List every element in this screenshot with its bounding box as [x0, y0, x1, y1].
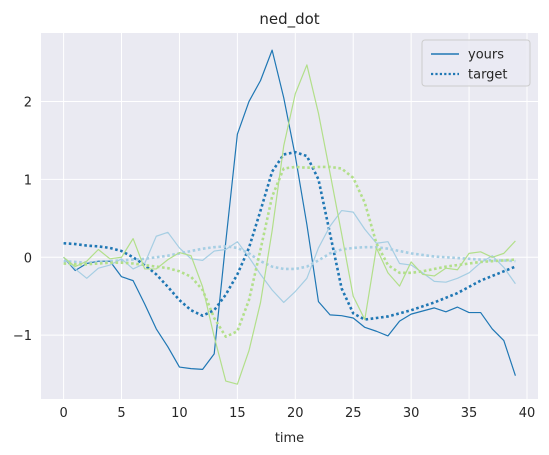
tick-labels: 0 5 10 15 20 25 30 35 40 −1 0 1 2: [13, 96, 535, 421]
x-axis-label: time: [275, 431, 304, 446]
x-tick-label: 15: [229, 406, 246, 421]
x-tick-label: 40: [519, 406, 536, 421]
grid: [41, 33, 538, 399]
series-line-2: [63, 150, 516, 321]
series-layer: [63, 49, 516, 385]
legend-label: target: [468, 68, 508, 83]
x-tick-label: 20: [287, 406, 304, 421]
chart-title: ned_dot: [259, 10, 319, 29]
y-tick-label: 0: [24, 251, 32, 266]
x-tick-label: 35: [461, 406, 478, 421]
y-tick-label: −1: [13, 329, 32, 344]
x-tick-label: 10: [171, 406, 188, 421]
legend: yours target: [421, 39, 531, 87]
series-line-1: [63, 49, 516, 376]
series-line-5: [63, 64, 516, 385]
plot-background: [41, 33, 538, 399]
x-tick-label: 25: [345, 406, 362, 421]
y-tick-label: 1: [24, 173, 32, 188]
series-line-3: [63, 209, 516, 304]
x-tick-label: 5: [117, 406, 125, 421]
legend-label: yours: [468, 48, 504, 63]
x-tick-label: 30: [403, 406, 420, 421]
series-line-6: [63, 165, 516, 339]
x-tick-label: 0: [59, 406, 67, 421]
y-tick-label: 2: [24, 96, 32, 111]
